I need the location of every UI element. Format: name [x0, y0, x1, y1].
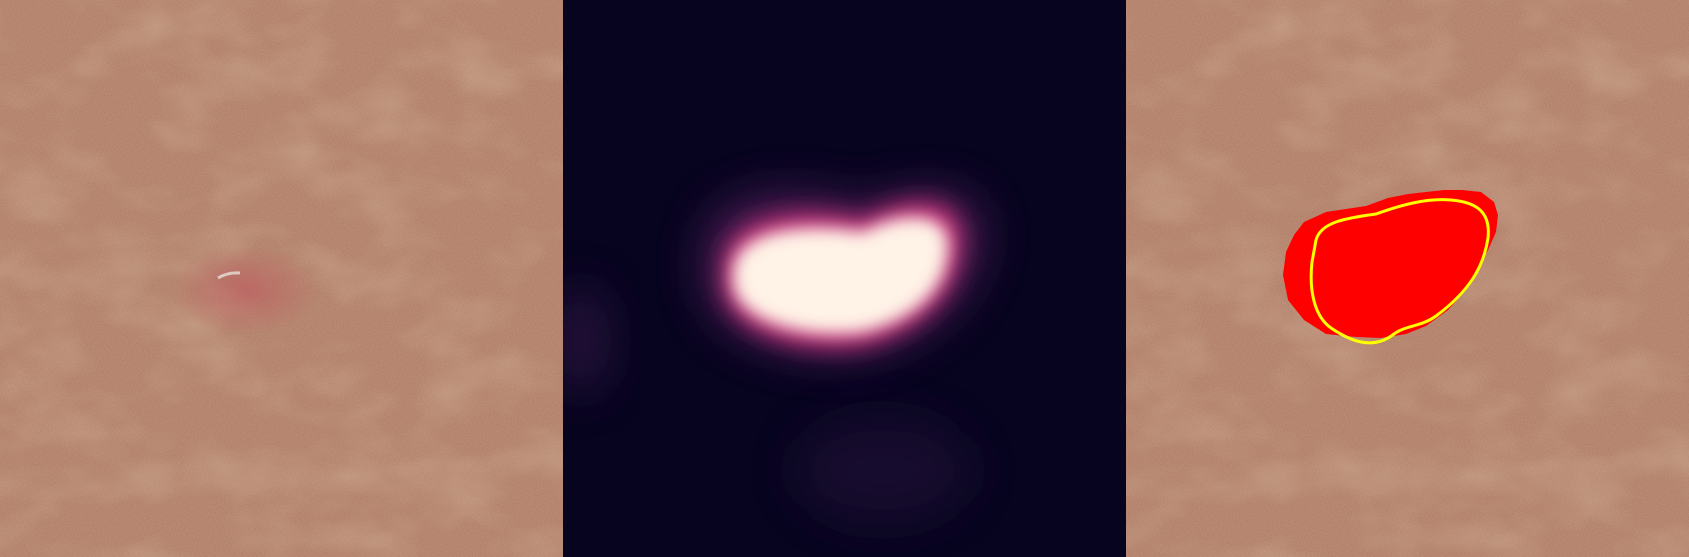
attention-heatmap: [563, 0, 1126, 557]
lesion-highlight: [217, 271, 241, 280]
heatmap-faint-left: [563, 285, 611, 395]
heatmap-faint-bottom: [793, 415, 973, 525]
heatmap-core: [733, 217, 948, 334]
original-skin-image: [0, 0, 563, 557]
ground-truth-contour: [1309, 198, 1490, 345]
segmentation-overlay: [1126, 0, 1689, 557]
lesion-redness: [170, 245, 320, 335]
prediction-mask: [1283, 190, 1498, 338]
